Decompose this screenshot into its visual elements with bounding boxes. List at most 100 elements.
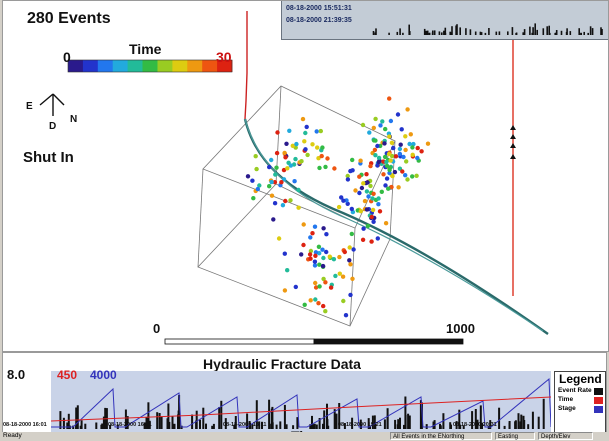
microseismic-event (357, 190, 362, 196)
microseismic-event (378, 123, 383, 128)
event-rate-bar (517, 413, 520, 429)
event-rate-bar (258, 421, 261, 429)
microseismic-event (397, 151, 403, 157)
event-rate-bar (404, 415, 407, 429)
fracture-plot-canvas (51, 377, 551, 429)
color-scale-segment (157, 60, 173, 72)
microseismic-event (414, 173, 419, 178)
microseismic-event (387, 170, 392, 176)
legend-item-label: Stage (558, 405, 576, 412)
microseismic-event (285, 268, 290, 273)
microseismic-event (273, 172, 278, 177)
microseismic-event (381, 172, 386, 177)
microseismic-event (348, 168, 353, 174)
microseismic-event (376, 202, 381, 207)
event-rate-bar (95, 422, 98, 429)
event-rate-bar (309, 424, 312, 429)
event-rate-bar (489, 420, 492, 429)
microseismic-event (393, 154, 399, 159)
microseismic-event (304, 124, 309, 130)
time-series-line (51, 396, 551, 422)
microseismic-event (283, 198, 288, 204)
microseismic-event (370, 207, 376, 213)
microseismic-event (407, 141, 412, 147)
microseismic-event (368, 163, 373, 169)
microseismic-event (384, 163, 390, 168)
mini-event-bar (409, 31, 411, 35)
microseismic-event (324, 249, 329, 255)
event-rate-bar (59, 411, 62, 429)
microseismic-event (364, 189, 370, 194)
microseismic-event (321, 276, 326, 282)
horizontal-wellbore (243, 118, 549, 335)
microseismic-event (380, 119, 385, 124)
microseismic-event (310, 142, 315, 147)
stage-status-label: Shut In (23, 149, 74, 166)
microseismic-event (310, 231, 315, 236)
microseismic-event (312, 259, 318, 264)
mini-event-bar (441, 32, 443, 35)
microseismic-event (307, 252, 313, 257)
mini-event-bar (469, 29, 472, 35)
microseismic-event (349, 206, 354, 212)
microseismic-event (369, 239, 374, 244)
microseismic-event (343, 313, 349, 318)
microseismic-event (387, 167, 392, 173)
event-rate-bar (318, 418, 321, 429)
x-tick-label: 08-18-2000 18:11 (223, 422, 267, 428)
event-rate-mini-strip[interactable]: 08-18-2000 15:51:31 08-18-2000 21:39:35 (281, 1, 608, 40)
microseismic-event (296, 187, 301, 193)
geophone-marker (510, 154, 516, 159)
mini-event-bar (555, 30, 558, 35)
microseismic-event (399, 127, 404, 132)
microseismic-event (389, 140, 395, 145)
microseismic-event (397, 146, 403, 152)
event-rate-bar (292, 425, 295, 429)
event-rate-bar (503, 425, 506, 429)
microseismic-event (383, 183, 388, 188)
time-value-readout: 450 (57, 368, 78, 382)
color-scale-min: 0 (63, 49, 71, 65)
microseismic-event (313, 285, 319, 290)
status-filter-field: All Events in the ENorthing (390, 432, 492, 440)
microseismic-event (364, 172, 369, 177)
microseismic-event (411, 141, 416, 147)
microseismic-event (302, 139, 307, 144)
mini-event-bar (396, 31, 399, 35)
mini-event-bar (402, 32, 404, 35)
microseismic-event (269, 157, 274, 163)
event-rate-bar (271, 406, 274, 429)
microseismic-event (316, 301, 321, 306)
x-tick-label: 08-18-2000 20:31 (453, 422, 497, 428)
event-rate-bar (156, 412, 159, 429)
fracture-plot-area[interactable] (51, 371, 551, 433)
event-rate-bar (338, 403, 341, 429)
microseismic-event (257, 183, 262, 188)
mini-event-bar (465, 28, 467, 35)
microseismic-event (347, 245, 352, 250)
event-rate-bar (178, 414, 181, 429)
mini-event-bar (480, 32, 483, 35)
mini-event-bar (587, 32, 589, 35)
microseismic-event (358, 158, 363, 163)
microseismic-event (328, 285, 334, 290)
event-rate-bar (374, 422, 377, 429)
microseismic-event (291, 162, 297, 167)
event-rate-bar (404, 396, 407, 429)
event-rate-bar (261, 421, 263, 429)
mini-event-bar (399, 28, 401, 35)
microseismic-event (415, 145, 420, 151)
x-tick-label: 08-18-2000 19:21 (338, 422, 382, 428)
microseismic-event (398, 142, 403, 147)
microseismic-event (382, 154, 388, 160)
vertical-wellbore (244, 11, 248, 120)
color-scale-segment (217, 60, 233, 72)
microseismic-event (390, 173, 395, 179)
microseismic-event (339, 195, 344, 200)
microseismic-event (285, 166, 290, 171)
microseismic-event (313, 253, 318, 258)
microseismic-event (290, 143, 295, 148)
geophone-marker (510, 125, 516, 130)
event-rate-bar (323, 410, 326, 429)
